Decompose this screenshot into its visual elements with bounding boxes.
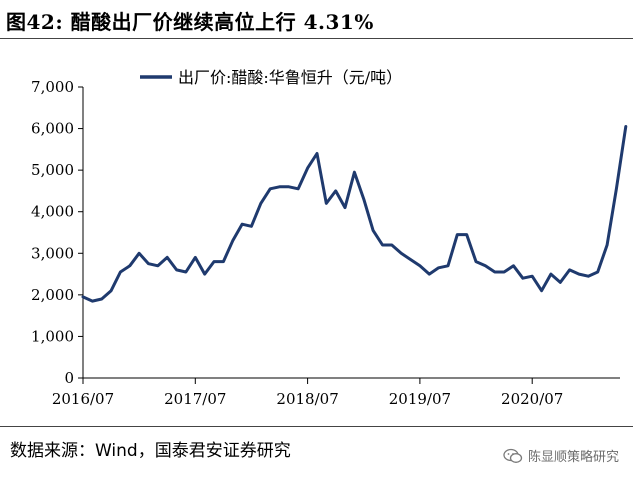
y-tick-label: 6,000 [31, 120, 74, 138]
x-tick-label: 2016/07 [52, 390, 114, 408]
watermark: 陈显顺策略研究 [503, 446, 619, 465]
watermark-text: 陈显顺策略研究 [527, 450, 619, 465]
plot-area [81, 125, 628, 303]
bottom-rule [0, 426, 633, 427]
wechat-logo-icon [503, 448, 523, 463]
series-line [81, 125, 628, 303]
x-tick-label: 2017/07 [164, 390, 226, 408]
y-axis: 0 1,000 2,000 3,000 4,000 5,000 6,000 7,000 [31, 78, 84, 387]
y-tick-label: 1,000 [31, 327, 74, 345]
legend: 出厂价:醋酸:华鲁恒升（元/吨） [140, 68, 402, 87]
y-tick-label: 5,000 [31, 161, 74, 179]
x-axis: 2016/07 2017/07 2018/07 2019/07 2020/07 [52, 377, 620, 408]
top-rule [0, 38, 633, 39]
x-tick-label: 2020/07 [501, 390, 563, 408]
y-tick-label: 0 [64, 369, 74, 387]
y-tick-label: 4,000 [31, 203, 74, 221]
legend-label: 出厂价:醋酸:华鲁恒升（元/吨） [178, 68, 402, 87]
x-tick-label: 2019/07 [389, 390, 451, 408]
y-tick-label: 7,000 [31, 78, 74, 96]
source-note: 数据来源：Wind，国泰君安证券研究 [10, 441, 291, 461]
x-tick-label: 2018/07 [276, 390, 338, 408]
line-chart: 0 1,000 2,000 3,000 4,000 5,000 6,000 7,000 201… [31, 68, 628, 408]
y-tick-label: 2,000 [31, 286, 74, 304]
figure-title: 图42: 醋酸出厂价继续高位上行 4.31% [6, 10, 374, 34]
y-tick-label: 3,000 [31, 244, 74, 262]
